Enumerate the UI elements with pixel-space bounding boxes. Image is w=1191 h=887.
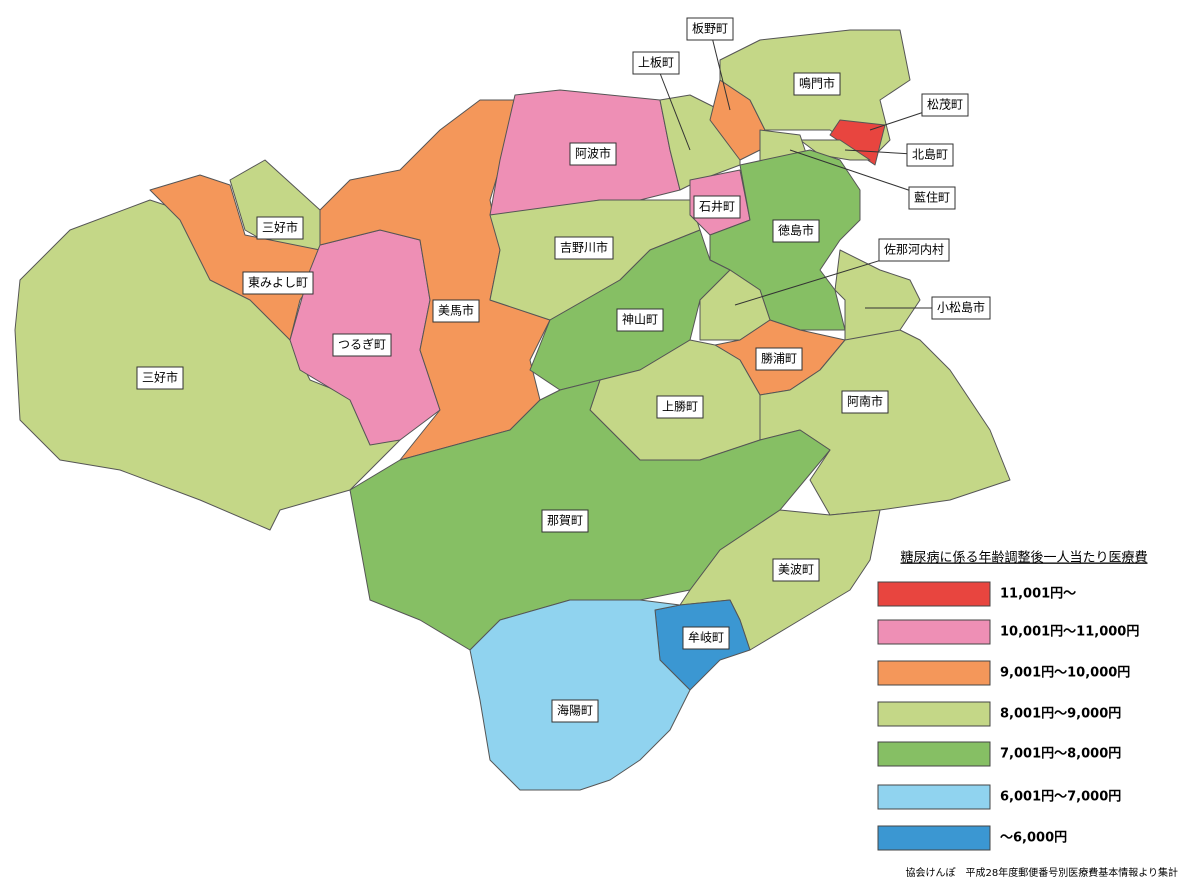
legend-swatch: [877, 660, 991, 686]
label-box: [554, 236, 614, 260]
label-box: [332, 333, 392, 357]
label-box: [693, 195, 741, 219]
region-label: 小松島市: [937, 300, 985, 315]
legend-swatch: [877, 784, 991, 810]
leader-line: [709, 28, 731, 111]
region-label: 牟岐町: [688, 630, 724, 645]
label-box: [656, 395, 704, 419]
region: [829, 119, 886, 166]
label-box: [841, 390, 889, 414]
label-box: [793, 72, 841, 96]
legend-title: 糖尿病に係る年齢調整後一人当たり医療費: [900, 550, 1147, 566]
label-box: [908, 186, 956, 210]
region-label: 三好市: [262, 220, 298, 235]
region-label: 海陽町: [557, 703, 593, 718]
region-label: 上勝町: [662, 399, 698, 414]
region-label: 北島町: [912, 147, 948, 162]
region-label: 那賀町: [547, 514, 583, 528]
region-label: 板野町: [692, 22, 728, 36]
region-label: 美馬市: [438, 303, 474, 318]
label-box: [682, 626, 730, 650]
region-label: 藍住町: [914, 191, 950, 205]
region-label: 東みよし町: [248, 276, 308, 290]
region-label: 鳴門市: [799, 76, 835, 91]
legend-label: 6,001円～7,000円: [1000, 790, 1121, 805]
legend-swatch: [877, 581, 991, 607]
region-label: 美波町: [778, 563, 814, 577]
source-note: 協会けんぽ 平成28年度郵便番号別医療費基本情報より集計: [905, 866, 1178, 879]
region-label: 吉野川市: [560, 240, 608, 255]
label-box: [242, 271, 314, 295]
legend-label: ～6,000円: [1000, 831, 1067, 846]
label-box: [686, 17, 734, 41]
region-label: 阿波市: [575, 146, 611, 161]
region-label: 勝浦町: [761, 351, 797, 366]
region-label: 徳島市: [778, 223, 814, 238]
label-box: [921, 93, 969, 117]
legend-label: 10,001円～11,000円: [1000, 625, 1139, 640]
label-box: [541, 509, 589, 533]
region-label: 上板町: [638, 56, 674, 70]
region-label: 三好市: [142, 370, 178, 385]
legend-label: 7,001円～8,000円: [1000, 747, 1121, 762]
label-box: [432, 299, 480, 323]
legend-label: 11,001円～: [1000, 587, 1076, 602]
legend-swatch: [877, 825, 991, 851]
region-label: 神山町: [622, 313, 658, 327]
legend-swatch: [877, 619, 991, 645]
region-label: 阿南市: [847, 394, 883, 409]
label-box: [772, 219, 820, 243]
label-box: [136, 366, 184, 390]
region-label: つるぎ町: [338, 338, 386, 352]
region: [349, 379, 831, 651]
legend-label: 8,001円～9,000円: [1000, 707, 1121, 722]
label-box: [632, 51, 680, 75]
label-box: [551, 699, 599, 723]
label-box: [772, 558, 820, 582]
leader-line: [655, 62, 691, 151]
region: [469, 599, 691, 791]
label-box: [931, 296, 991, 320]
region-label: 佐那河内村: [884, 243, 944, 257]
label-box: [616, 308, 664, 332]
label-box: [755, 347, 803, 371]
label-box: [256, 216, 304, 240]
leader-line: [789, 149, 933, 199]
region: [319, 99, 551, 461]
region-label: 石井町: [699, 200, 735, 214]
label-box: [878, 238, 950, 262]
legend-swatch: [877, 741, 991, 767]
legend-label: 9,001円～10,000円: [1000, 666, 1130, 681]
label-box: [906, 143, 954, 167]
label-box: [569, 142, 617, 166]
region-label: 松茂町: [927, 98, 963, 112]
legend-swatch: [877, 701, 991, 727]
